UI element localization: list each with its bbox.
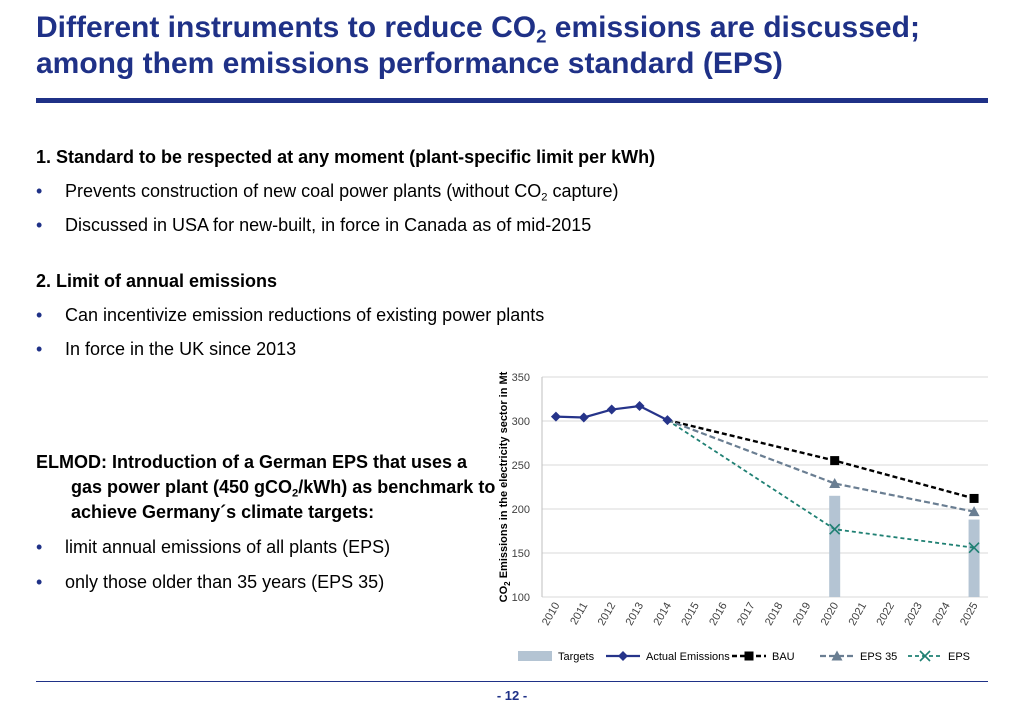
bullet-list: 1. Standard to be respected at any momen…: [36, 144, 736, 362]
elmod-heading: ELMOD: Introduction of a German EPS that…: [36, 450, 503, 525]
section2-bullet-2: • In force in the UK since 2013: [36, 336, 736, 362]
legend-label-targets: Targets: [558, 651, 595, 663]
legend-label-bau: BAU: [772, 651, 795, 663]
bullet-dot-icon: •: [36, 572, 43, 592]
legend-label-eps-35: EPS 35: [860, 651, 897, 663]
title-subscript: 2: [536, 25, 547, 47]
y-tick-label: 350: [512, 372, 530, 384]
page-number: - 12 -: [496, 688, 528, 703]
section1-heading: 1. Standard to be respected at any momen…: [36, 147, 656, 167]
section1-bullet-1-sub: 2: [541, 191, 548, 204]
target-bar: [968, 519, 980, 597]
section2-bullet-1-text: Can incentivize emission reductions of e…: [65, 305, 545, 325]
data-point-bau: [830, 456, 840, 466]
legend-label-actual-emissions: Actual Emissions: [646, 651, 730, 663]
x-tick-label: 2025: [958, 601, 981, 628]
x-tick-label: 2021: [847, 601, 870, 628]
legend-marker-bau: [744, 651, 754, 661]
section2-heading: 2. Limit of annual emissions: [36, 271, 278, 291]
y-tick-label: 250: [512, 460, 530, 472]
elmod-bullet-1-text: limit annual emissions of all plants (EP…: [65, 537, 391, 557]
y-tick-label: 300: [512, 416, 530, 428]
x-tick-label: 2024: [930, 601, 953, 628]
series-line-eps: [666, 419, 975, 549]
legend-marker-eps-35: [831, 650, 843, 661]
section1-bullet-2-text: Discussed in USA for new-built, in force…: [65, 215, 592, 235]
x-tick-label: 2022: [874, 601, 897, 628]
title-part2: emissions are discussed; among them emis…: [36, 11, 920, 80]
data-point-eps-35: [968, 506, 980, 517]
elmod-heading-sub: 2: [292, 487, 299, 500]
x-tick-label: 2012: [596, 601, 619, 628]
bullet-dot-icon: •: [36, 537, 43, 557]
data-point-actual-emissions: [550, 411, 561, 422]
y-tick-label: 200: [512, 504, 530, 516]
elmod-heading-pre: ELMOD: Introduction of a German EPS that…: [36, 452, 468, 497]
section1-bullet-2: • Discussed in USA for new-built, in forc…: [36, 212, 736, 238]
data-point-actual-emissions: [606, 404, 617, 415]
x-tick-label: 2014: [651, 601, 674, 628]
footer-rule: [36, 681, 988, 682]
data-point-eps: [829, 523, 841, 535]
data-point-actual-emissions: [578, 412, 589, 423]
legend-marker-actual-emissions: [618, 651, 628, 661]
x-tick-label: 2011: [568, 601, 590, 627]
title-underline: [36, 98, 988, 103]
section2-bullet-1: • Can incentivize emission reductions of …: [36, 302, 736, 328]
bullet-dot-icon: •: [36, 215, 43, 235]
title-part1: Different instruments to reduce CO: [36, 11, 537, 44]
x-tick-label: 2015: [679, 601, 702, 628]
section1-bullet-1: • Prevents construction of new coal power…: [36, 178, 736, 204]
data-point-actual-emissions: [662, 415, 673, 426]
bullet-dot-icon: •: [36, 339, 43, 359]
data-point-actual-emissions: [634, 401, 645, 412]
section1-bullet-1-post: capture): [547, 181, 619, 201]
x-tick-label: 2013: [624, 601, 647, 628]
elmod-bullet-2: • only those older than 35 years (EPS 35): [36, 569, 476, 595]
x-tick-label: 2016: [707, 601, 730, 628]
elmod-block: ELMOD: Introduction of a German EPS that…: [36, 450, 495, 595]
elmod-heading-post: /kWh) as benchmark to achieve Germany´s …: [71, 477, 496, 522]
elmod-bullet-1: • limit annual emissions of all plants (E…: [36, 534, 476, 560]
legend-label-eps: EPS: [948, 651, 970, 663]
y-tick-label: 100: [512, 592, 530, 604]
x-tick-label: 2019: [791, 601, 814, 628]
y-tick-label: 150: [512, 548, 530, 560]
x-tick-label: 2023: [902, 601, 925, 628]
y-axis-label: CO2 Emissions in the electricity sector …: [498, 371, 512, 602]
section2-bullet-2-text: In force in the UK since 2013: [65, 339, 297, 359]
x-tick-label: 2010: [540, 601, 563, 628]
section1-bullet-1-pre: Prevents construction of new coal power …: [65, 181, 542, 201]
series-line-bau: [667, 418, 975, 500]
x-tick-label: 2020: [819, 601, 842, 628]
legend-swatch-targets: [518, 651, 552, 661]
data-point-bau: [969, 493, 979, 503]
x-tick-label: 2017: [735, 601, 758, 628]
slide-title: Different instruments to reduce CO2 emis…: [36, 10, 996, 82]
legend-marker-eps: [919, 650, 931, 662]
series-line-eps-35: [667, 419, 975, 513]
elmod-bullet-2-text: only those older than 35 years (EPS 35): [65, 572, 385, 592]
bullet-dot-icon: •: [36, 305, 43, 325]
x-tick-label: 2018: [763, 601, 786, 628]
data-point-eps-35: [829, 477, 841, 488]
bullet-dot-icon: •: [36, 181, 43, 201]
target-bar: [829, 495, 841, 597]
data-point-eps: [968, 542, 980, 554]
